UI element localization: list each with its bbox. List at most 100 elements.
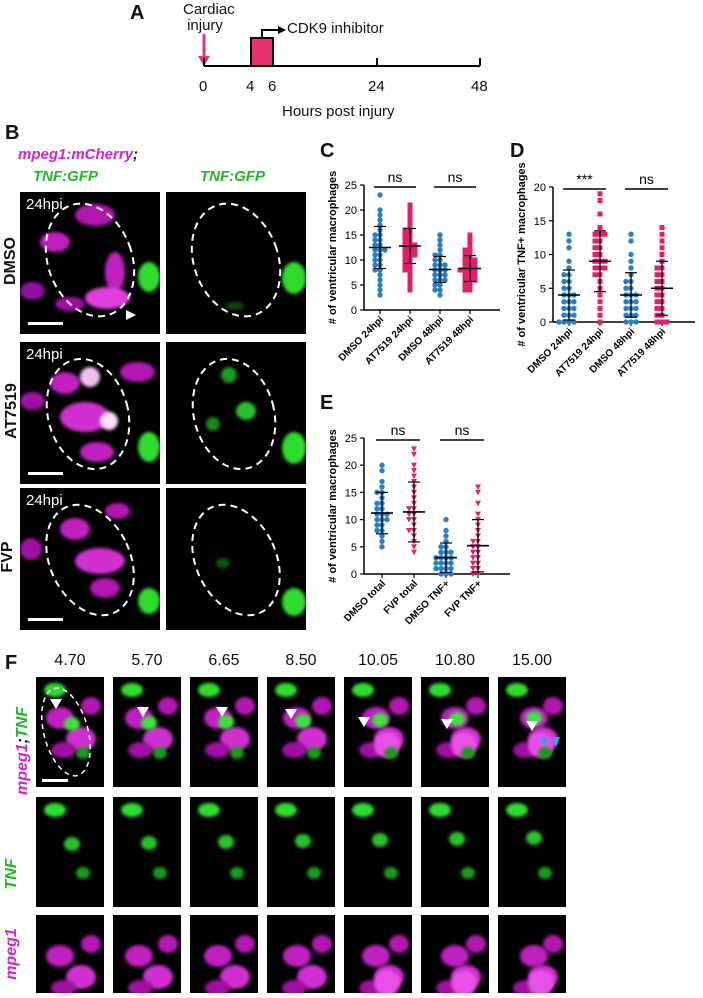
data-point: [433, 560, 439, 566]
data-point: [592, 252, 598, 257]
panel-e-label: E: [320, 392, 334, 414]
data-point: [470, 560, 476, 567]
data-point: [407, 207, 413, 213]
data-point: [372, 257, 378, 263]
data-point: [372, 237, 378, 243]
data-point: [411, 446, 417, 452]
micro-tnf-frame: [267, 797, 335, 907]
data-point: [432, 257, 438, 263]
hpi-label: 24hpi: [26, 346, 63, 363]
data-point: [561, 285, 567, 291]
data-point: [623, 278, 629, 285]
data-point: [402, 227, 408, 233]
tick-4: 4: [246, 78, 255, 95]
data-point: [437, 287, 443, 293]
data-point: [372, 252, 378, 258]
micro-tnf-frame: [190, 797, 258, 907]
data-point: [602, 231, 608, 237]
data-point: [407, 212, 413, 218]
data-point: [561, 272, 567, 278]
data-point: [467, 287, 473, 293]
data-point: [597, 225, 603, 230]
significance-label: ***: [576, 171, 593, 187]
micro-tnf-frame: [36, 797, 104, 907]
data-point: [379, 467, 385, 474]
data-point: [402, 242, 408, 248]
significance-label: ns: [639, 171, 654, 187]
data-point: [462, 272, 468, 278]
data-point: [659, 231, 665, 237]
data-point: [597, 211, 603, 217]
data-point: [374, 516, 380, 523]
data-point: [462, 287, 468, 293]
data-point: [374, 500, 380, 506]
time-label: 10.80: [434, 652, 476, 669]
data-point: [437, 237, 443, 243]
data-point: [597, 319, 603, 325]
data-point: [432, 287, 438, 293]
data-point: [597, 292, 603, 298]
data-point: [433, 565, 439, 572]
data-point: [437, 247, 443, 253]
data-point: [457, 267, 463, 273]
data-point: [472, 262, 478, 268]
data-point: [382, 247, 388, 253]
scale-bar: [28, 472, 63, 475]
data-point: [412, 252, 418, 258]
row-label-mpeg1: mpeg1: [14, 743, 31, 796]
inhibitor-label: CDK9 inhibitor: [287, 20, 384, 37]
data-point: [462, 277, 468, 283]
cell-arrowhead: [50, 699, 62, 709]
data-point: [402, 262, 408, 268]
data-point: [475, 489, 481, 496]
data-point: [402, 232, 408, 238]
injury-label: Cardiac injury: [183, 2, 235, 34]
y-tick-label: 0: [351, 569, 357, 581]
data-point: [467, 242, 473, 248]
panel-b-label: B: [5, 122, 20, 144]
data-point: [437, 232, 443, 238]
data-point: [437, 292, 443, 298]
data-point: [467, 237, 473, 243]
tick-48: 48: [471, 78, 488, 95]
data-point: [633, 299, 639, 305]
panel-b-col1-title-1: mpeg1:mCherry;: [18, 146, 138, 163]
data-point: [561, 305, 567, 312]
data-point: [475, 571, 481, 577]
micro-merge-frame: [36, 677, 104, 787]
data-point: [597, 299, 603, 305]
inhibitor-arrow: [261, 29, 280, 38]
y-tick-label: 15: [345, 230, 357, 242]
data-point: [571, 312, 577, 318]
data-point: [407, 277, 413, 283]
row-label-fvp: FVP: [0, 541, 16, 573]
y-tick-label: 0: [351, 305, 357, 317]
data-point: [597, 312, 603, 318]
data-point: [566, 265, 572, 271]
data-point: [384, 511, 390, 517]
micro-merge-frame: [267, 677, 335, 787]
y-tick-label: 20: [345, 460, 357, 472]
data-point: [467, 247, 473, 253]
data-point: [407, 222, 413, 228]
data-point: [379, 484, 385, 490]
y-tick-label: 15: [345, 487, 357, 499]
y-tick-label: 20: [345, 205, 357, 217]
time-label: 8.50: [285, 652, 317, 669]
row-label-tnf: TNF: [14, 707, 31, 739]
data-point: [384, 516, 390, 523]
y-tick-label: 15: [534, 216, 546, 228]
data-point: [623, 285, 629, 291]
data-point: [406, 517, 412, 523]
data-point: [432, 282, 438, 288]
data-point: [623, 312, 629, 318]
data-point: [438, 544, 444, 550]
treatment-window: [250, 37, 274, 67]
data-point: [592, 238, 598, 244]
data-point: [377, 207, 383, 213]
data-point: [633, 319, 639, 325]
data-point: [597, 198, 603, 203]
data-point: [659, 319, 665, 325]
data-point: [412, 242, 418, 248]
data-point: [432, 262, 438, 268]
